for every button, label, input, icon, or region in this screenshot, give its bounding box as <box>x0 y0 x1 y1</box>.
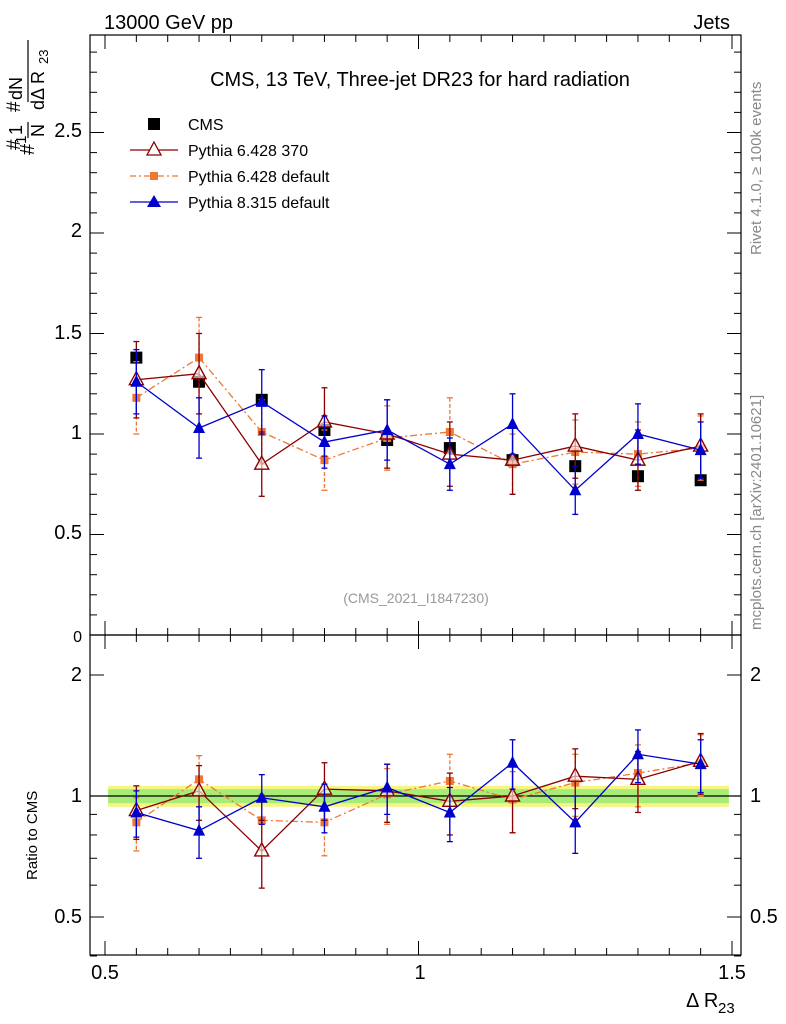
data-point <box>569 815 582 828</box>
legend: CMS Pythia 6.428 370 Pythia 6.428 defaul… <box>130 117 330 212</box>
header-left: 13000 GeV pp <box>104 12 233 34</box>
header-right: Jets <box>693 12 730 34</box>
xlabel: Δ R 23 <box>686 990 735 1017</box>
ylabel-part-1: # <box>4 139 25 150</box>
main-ytick-label-2.5: 2.5 <box>54 120 82 142</box>
data-point <box>631 747 644 760</box>
data-point <box>567 436 584 452</box>
data-point <box>381 422 394 435</box>
ratio-ytick-label-right-2: 2 <box>750 664 761 686</box>
main-ytick-labels: 0.5 1 1.5 2 2.5 0 <box>54 120 82 646</box>
data-point <box>631 427 644 439</box>
ratio-ytick-label-0.5: 0.5 <box>54 906 82 928</box>
xlabel-text: Δ R <box>686 990 718 1012</box>
data-point <box>255 790 268 803</box>
series-pythia-8-315-default <box>130 348 707 516</box>
main-ylabel: #1​ # 1 N # dN dΔ R 23 <box>4 40 51 155</box>
ylabel-part-5: dN <box>6 77 26 100</box>
series-line <box>136 760 701 852</box>
series-cms <box>130 351 707 487</box>
ylabel-part-6: dΔ R <box>28 71 48 110</box>
legend-marker-pythia6-default <box>150 172 158 180</box>
legend-label-pythia8: Pythia 8.315 default <box>188 195 330 212</box>
series-pythia-6-428-default <box>132 316 705 495</box>
ratio-ytick-labels-left: 0.5 1 2 <box>54 664 82 928</box>
data-point <box>381 780 394 793</box>
analysis-watermark: (CMS_2021_I1847230) <box>343 590 489 606</box>
data-point <box>253 454 270 470</box>
legend-marker-pythia6-370 <box>145 140 163 156</box>
data-point <box>190 364 208 380</box>
ratio-panel: 0.5 1 2 0.5 1 2 Ratio to CMS 0.5 1 1.5 Δ… <box>24 634 778 1017</box>
series-pythia-8-315-default <box>130 729 707 859</box>
data-point <box>130 805 143 818</box>
data-point <box>193 420 206 433</box>
main-ylabel-text: #1​ <box>13 136 39 155</box>
data-point <box>504 450 521 466</box>
ratio-frame <box>89 634 742 956</box>
series-line <box>135 356 701 465</box>
main-ytick-label-1.5: 1.5 <box>54 322 82 344</box>
ratio-series <box>128 729 709 889</box>
data-point <box>130 374 143 387</box>
legend-label-pythia6-370: Pythia 6.428 370 <box>188 143 308 160</box>
ratio-ylabel: Ratio to CMS <box>24 791 41 880</box>
ratio-xtick-labels: 0.5 1 1.5 <box>91 962 746 984</box>
series-pythia-6-428-370 <box>128 332 709 497</box>
data-point <box>567 766 584 782</box>
data-point <box>255 394 268 407</box>
legend-marker-cms <box>148 118 160 130</box>
mcplots-label: mcplots.cern.ch [arXiv:2401.10621] <box>748 395 765 630</box>
data-point <box>443 805 456 818</box>
main-ytick-label-2: 2 <box>71 220 82 242</box>
ratio-ticks <box>90 635 741 957</box>
xtick-label-1: 1 <box>414 962 425 984</box>
main-ticks <box>90 35 741 635</box>
series-pythia-6-428-370 <box>128 732 709 889</box>
data-point <box>506 755 519 768</box>
xtick-label-1.5: 1.5 <box>718 962 746 984</box>
data-point <box>504 786 521 802</box>
ratio-ytick-labels-right: 0.5 1 2 <box>750 664 778 928</box>
legend-label-cms: CMS <box>188 117 224 134</box>
xtick-label-0.5: 0.5 <box>91 962 119 984</box>
data-point <box>506 416 519 429</box>
main-series <box>128 316 709 516</box>
xlabel-subscript: 23 <box>718 1000 735 1017</box>
series-line <box>136 373 701 466</box>
chart-title: CMS, 13 TeV, Three-jet DR23 for hard rad… <box>210 69 630 91</box>
data-point <box>443 457 456 470</box>
data-point <box>318 799 331 812</box>
ylabel-part-3: N <box>28 124 48 137</box>
ylabel-part-7: 23 <box>36 50 51 64</box>
data-point <box>694 757 707 770</box>
data-point <box>694 443 707 456</box>
data-point <box>569 483 582 496</box>
legend-marker-pythia8 <box>147 195 161 207</box>
ylabel-part-2: 1 <box>6 125 26 135</box>
main-ytick-label-0.5: 0.5 <box>54 522 82 544</box>
data-point <box>190 781 208 797</box>
rivet-label: Rivet 4.1.0, ≥ 100k events <box>748 82 765 255</box>
ylabel-part-4: # <box>4 101 25 112</box>
ratio-band <box>90 785 741 807</box>
data-point <box>318 435 331 448</box>
series-line <box>136 753 701 832</box>
ratio-ytick-label-right-1: 1 <box>750 785 761 807</box>
ratio-ytick-label-right-0.5: 0.5 <box>750 906 778 928</box>
legend-label-pythia6-default: Pythia 6.428 default <box>188 169 330 186</box>
series-line <box>135 381 701 492</box>
ratio-ytick-label-2: 2 <box>71 664 82 686</box>
main-ytick-label-0: 0 <box>73 629 82 646</box>
main-panel: 0.5 1 1.5 2 2.5 0 CMS, 13 TeV, Three-jet… <box>4 34 742 646</box>
main-ytick-label-1: 1 <box>71 422 82 444</box>
ratio-ytick-label-1: 1 <box>71 785 82 807</box>
data-point <box>253 841 270 857</box>
data-point <box>193 823 206 836</box>
